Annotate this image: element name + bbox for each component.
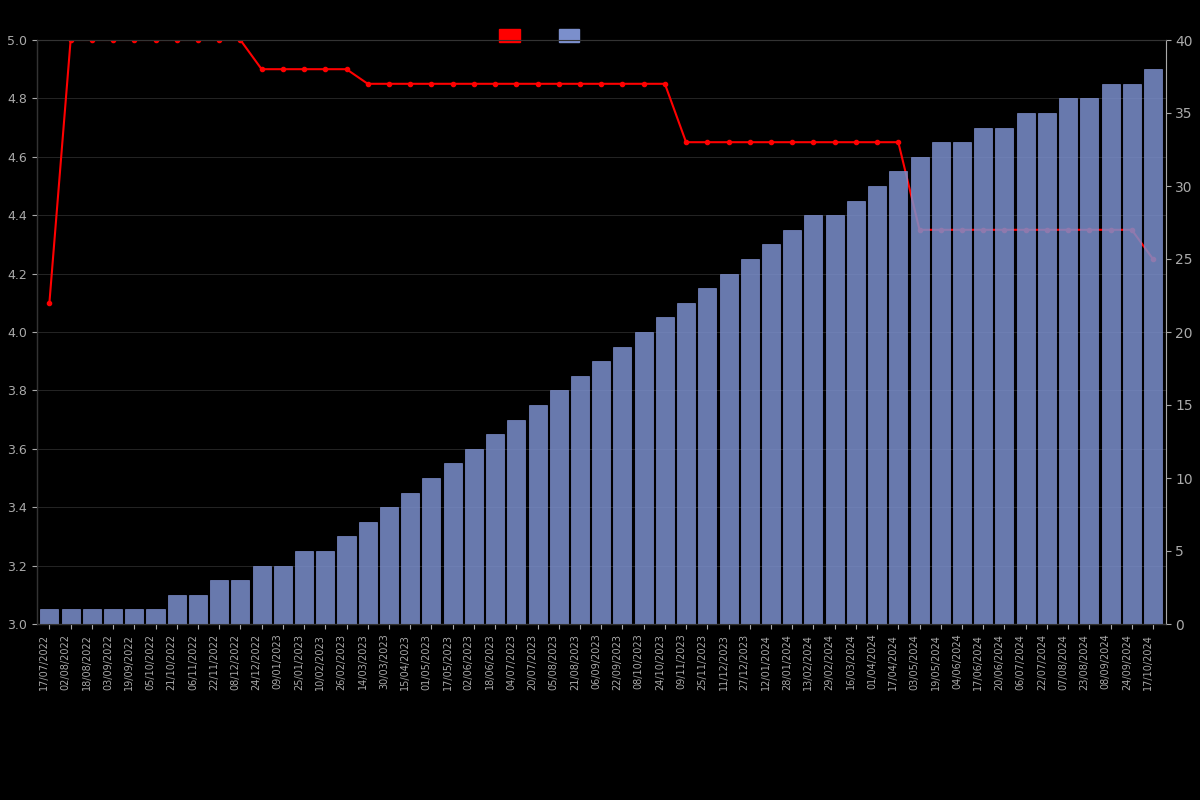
Bar xyxy=(274,566,292,624)
Bar xyxy=(826,215,844,624)
Bar xyxy=(995,127,1014,624)
Bar xyxy=(847,201,865,624)
Bar xyxy=(592,362,611,624)
Bar xyxy=(656,318,674,624)
Bar xyxy=(1102,84,1120,624)
Bar xyxy=(550,390,568,624)
Bar xyxy=(1016,113,1034,624)
Bar xyxy=(762,245,780,624)
Bar xyxy=(422,478,440,624)
Bar xyxy=(889,171,907,624)
Bar xyxy=(125,610,143,624)
Bar xyxy=(295,551,313,624)
Bar xyxy=(83,610,101,624)
Bar xyxy=(953,142,971,624)
Bar xyxy=(337,537,355,624)
Bar xyxy=(41,610,59,624)
Bar xyxy=(613,346,631,624)
Legend: , : , xyxy=(493,23,596,49)
Bar xyxy=(528,405,546,624)
Bar xyxy=(974,127,992,624)
Bar xyxy=(253,566,271,624)
Bar xyxy=(911,157,929,624)
Bar xyxy=(317,551,335,624)
Bar xyxy=(61,610,79,624)
Bar xyxy=(210,580,228,624)
Bar xyxy=(508,419,526,624)
Bar xyxy=(232,580,250,624)
Bar xyxy=(1144,69,1162,624)
Bar xyxy=(1123,84,1141,624)
Bar xyxy=(359,522,377,624)
Bar xyxy=(188,595,206,624)
Bar xyxy=(804,215,822,624)
Bar xyxy=(868,186,886,624)
Bar xyxy=(464,449,482,624)
Bar xyxy=(401,493,419,624)
Bar xyxy=(1080,98,1098,624)
Bar xyxy=(931,142,949,624)
Bar xyxy=(104,610,122,624)
Bar xyxy=(486,434,504,624)
Bar xyxy=(740,259,758,624)
Bar xyxy=(444,463,462,624)
Bar xyxy=(1060,98,1078,624)
Bar xyxy=(1038,113,1056,624)
Bar xyxy=(380,507,398,624)
Bar xyxy=(168,595,186,624)
Bar xyxy=(571,376,589,624)
Bar xyxy=(677,302,695,624)
Bar xyxy=(698,288,716,624)
Bar xyxy=(720,274,738,624)
Bar xyxy=(635,332,653,624)
Bar xyxy=(784,230,802,624)
Bar xyxy=(146,610,164,624)
